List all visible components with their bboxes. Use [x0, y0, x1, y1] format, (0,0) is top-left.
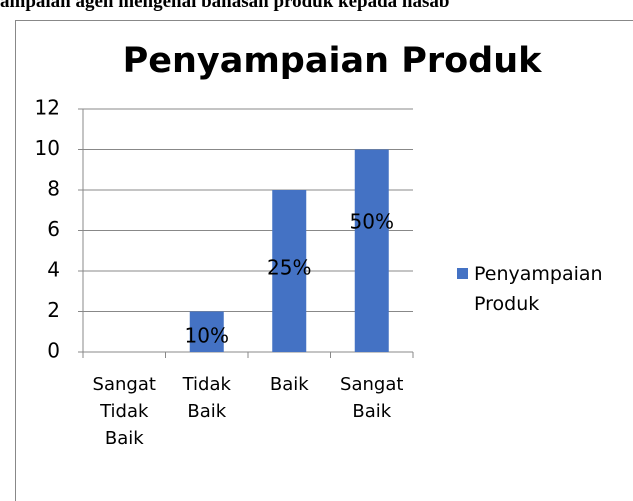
y-tick-label: 4: [47, 258, 60, 282]
chart-title: Penyampaian Produk: [123, 41, 543, 81]
annotation: 10%: [185, 323, 229, 347]
chart: Penyampaian Produk 0 2 4 6 8 10 12 10% 25% 50%: [35, 41, 543, 363]
x-tick-label: Tidak Baik: [182, 374, 231, 422]
legend-label: Penyampaian Produk: [474, 263, 603, 315]
y-tick-label: 12: [35, 96, 60, 120]
x-tick-label: Baik: [269, 374, 309, 395]
y-tick-label: 10: [35, 136, 60, 160]
bar: [189, 311, 224, 352]
x-tick-label: Sangat Baik: [340, 374, 404, 422]
document-text: ampaian agen mengenai bahasan produk kep…: [0, 0, 450, 12]
y-tick-label: 2: [47, 298, 60, 322]
y-tick-label: 8: [47, 177, 60, 201]
x-tick-label: Sangat Tidak Baik: [92, 374, 156, 449]
y-tick-label: 6: [47, 217, 60, 241]
y-tick-label: 0: [47, 339, 60, 363]
chart-frame: [15, 20, 633, 501]
legend-swatch: [457, 268, 468, 279]
annotation: 50%: [350, 209, 394, 233]
bar: [272, 190, 307, 352]
annotation: 25%: [267, 256, 311, 280]
bar: [354, 149, 389, 352]
